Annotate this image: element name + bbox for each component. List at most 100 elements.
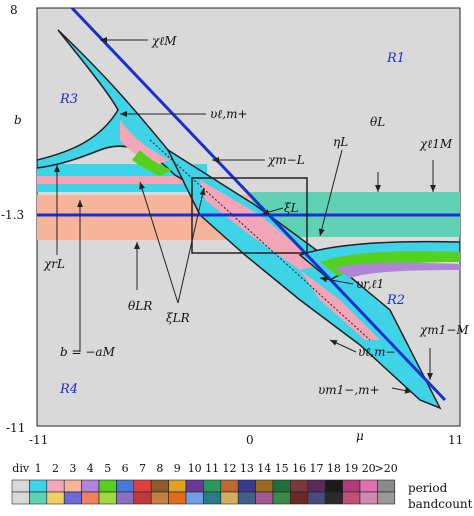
legend-bandcount-swatch — [307, 491, 326, 505]
upper-left-cusp — [37, 29, 201, 191]
legend-period-swatch — [168, 479, 187, 493]
legend-period-label: period — [408, 481, 448, 495]
legend-column-label: div — [12, 462, 30, 475]
legend-column-label: 6 — [122, 462, 129, 475]
legend-period-swatch — [203, 479, 222, 493]
legend-period-swatch — [377, 479, 396, 493]
legend-period-swatch — [237, 479, 256, 493]
label-xi-lr: ξLR — [166, 311, 190, 325]
legend-bandcount-swatch — [220, 491, 239, 505]
legend-column-label: 1 — [35, 462, 42, 475]
legend-bandcount-swatch — [116, 491, 135, 505]
legend-bandcount-label: bandcount — [408, 497, 473, 511]
legend-column-label: 17 — [310, 462, 324, 475]
y-tick-bottom: -11 — [6, 421, 25, 435]
legend-column-label: >20 — [374, 462, 397, 475]
legend-column-label: 3 — [69, 462, 76, 475]
legend-column-label: 11 — [205, 462, 219, 475]
label-b-eq: b = −aM — [60, 345, 116, 359]
x-tick-zero: 0 — [246, 433, 254, 447]
y-tick-mid: -1.3 — [1, 208, 24, 222]
legend-column-label: 2 — [52, 462, 59, 475]
legend-column-label: 4 — [87, 462, 94, 475]
legend-period-swatch — [290, 479, 309, 493]
legend-period-swatch — [342, 479, 361, 493]
y-axis-label: b — [14, 113, 22, 127]
legend-bandcount-swatch — [272, 491, 291, 505]
legend-period-swatch — [81, 479, 100, 493]
legend-bandcount-swatch — [185, 491, 204, 505]
legend-column-label: 10 — [188, 462, 202, 475]
region-r2: R2 — [386, 293, 405, 308]
y-tick-top: 8 — [10, 3, 18, 17]
legend-column-label: 8 — [156, 462, 163, 475]
legend-bandcount-swatch — [359, 491, 378, 505]
legend-column-label: 5 — [104, 462, 111, 475]
legend-bandcount-swatch — [237, 491, 256, 505]
legend-column-label: 7 — [139, 462, 146, 475]
label-theta-lr: θLR — [128, 299, 152, 313]
legend-bandcount-swatch — [46, 491, 65, 505]
region-r1: R1 — [386, 51, 405, 66]
legend-bandcount-swatch — [377, 491, 396, 505]
legend-period-swatch — [63, 479, 82, 493]
legend-period-swatch — [255, 479, 274, 493]
legend-bandcount-swatch — [150, 491, 169, 505]
legend-bandcount-swatch — [29, 491, 48, 505]
label-chi-m-l1: χℓ1M — [419, 137, 453, 151]
legend-period-swatch — [46, 479, 65, 493]
x-tick-right: 11 — [448, 433, 463, 447]
period-bandcount-legend: div 1 2 3 4 5 6 7 8 9 10 11 12 13 14 15 16 17 18 19 20>20 — [11, 462, 398, 505]
legend-column-label: 20 — [362, 462, 376, 475]
legend-period-swatch — [98, 479, 117, 493]
label-upsilon-l-mplus: υℓ,m+ — [210, 107, 248, 121]
legend-column-label: 19 — [344, 462, 358, 475]
label-upsilon-r-l1: υr,ℓ1 — [356, 277, 384, 291]
legend-period-swatch — [116, 479, 135, 493]
label-chi-l-r: χrL — [43, 257, 65, 271]
label-theta-l: θL — [370, 115, 385, 129]
legend-bandcount-swatch — [203, 491, 222, 505]
blue-diagonal-line — [70, 8, 447, 402]
legend-bandcount-swatch — [290, 491, 309, 505]
legend-period-swatch — [324, 479, 343, 493]
x-axis-label: μ — [356, 429, 364, 443]
legend-period-swatch — [185, 479, 204, 493]
label-chi-m-l: χℓM — [151, 34, 177, 48]
region-r4: R4 — [59, 382, 78, 397]
legend-bandcount-swatch — [11, 491, 30, 505]
legend-period-swatch — [307, 479, 326, 493]
legend-column-label: 18 — [327, 462, 341, 475]
legend-column-label: 14 — [257, 462, 271, 475]
legend-column-label: 12 — [223, 462, 237, 475]
legend-column-label: 13 — [240, 462, 254, 475]
legend-period-swatch — [272, 479, 291, 493]
legend-bandcount-swatch — [324, 491, 343, 505]
legend-bandcount-swatch — [98, 491, 117, 505]
legend-period-swatch — [220, 479, 239, 493]
label-xi-l: ξL — [284, 201, 299, 215]
label-eta-l: ηL — [333, 135, 348, 149]
x-tick-left: -11 — [29, 433, 48, 447]
legend-bandcount-swatch — [255, 491, 274, 505]
label-chi-m-m1: χm1−M — [419, 323, 469, 337]
legend-bandcount-swatch — [342, 491, 361, 505]
legend-column-label: 16 — [292, 462, 306, 475]
legend-period-swatch — [150, 479, 169, 493]
zoom-box — [191, 177, 308, 254]
label-upsilon-m1-mplus: υm1−,m+ — [318, 383, 380, 397]
legend-bandcount-swatch — [63, 491, 82, 505]
label-upsilon-l-mminus: υℓ,m− — [358, 345, 396, 359]
legend-bandcount-swatch — [81, 491, 100, 505]
legend-column-label: 9 — [174, 462, 181, 475]
region-r3: R3 — [59, 92, 78, 107]
legend-period-swatch — [133, 479, 152, 493]
legend-bandcount-swatch — [133, 491, 152, 505]
legend-period-swatch — [29, 479, 48, 493]
legend-period-swatch — [11, 479, 30, 493]
label-chi-l-mminus: χm−L — [267, 153, 305, 167]
legend-bandcount-swatch — [168, 491, 187, 505]
legend-column-label: 15 — [275, 462, 289, 475]
legend-period-swatch — [359, 479, 378, 493]
